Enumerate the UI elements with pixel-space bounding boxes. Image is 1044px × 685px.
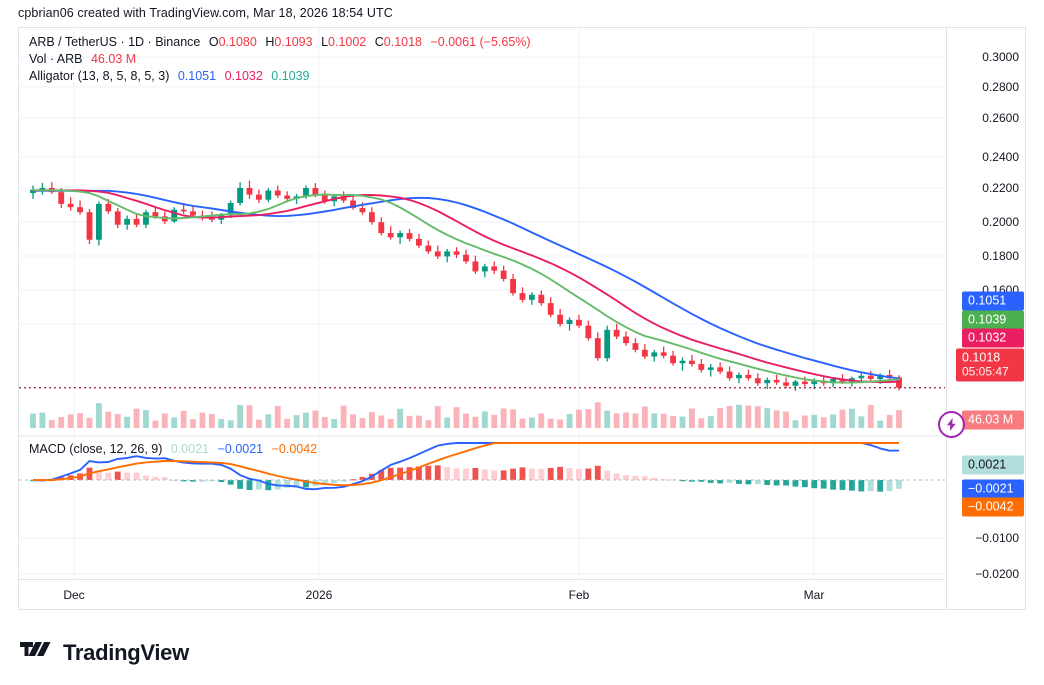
chart-legend: ARB / TetherUS · 1D · Binance O0.1080 H0…	[29, 34, 531, 85]
time-tick: Feb	[568, 588, 590, 602]
price-tick: 0.2800	[982, 80, 1019, 94]
macd-badge-histogram[interactable]: 0.0021	[962, 455, 1024, 475]
price-badge-last[interactable]: 0.1018 05:05:47	[956, 348, 1024, 382]
legend-open-value: 0.1080	[218, 35, 257, 49]
macd-badge-signal[interactable]: −0.0042	[962, 497, 1024, 517]
macd-legend-signal: −0.0042	[271, 442, 318, 456]
legend-volume-row[interactable]: Vol · ARB 46.03 M	[29, 51, 531, 68]
legend-open-label: O	[208, 35, 219, 49]
legend-alligator-row[interactable]: Alligator (13, 8, 5, 8, 5, 3) 0.1051 0.1…	[29, 68, 531, 85]
lightning-bolt-icon[interactable]	[938, 411, 965, 438]
legend-alligator-jaw: 0.1051	[177, 69, 217, 83]
time-scale[interactable]: Dec 2026 Feb Mar	[19, 579, 945, 609]
price-tick: 0.2600	[982, 111, 1019, 125]
time-tick: Dec	[63, 588, 85, 602]
tradingview-wordmark: TradingView	[63, 640, 189, 665]
legend-high-label: H	[265, 35, 275, 49]
legend-low-value: 0.1002	[328, 35, 367, 49]
legend-low-label: L	[321, 35, 329, 49]
macd-badge-line[interactable]: −0.0021	[962, 479, 1024, 499]
time-tick: Mar	[803, 588, 825, 602]
legend-close-value: 0.1018	[383, 35, 422, 49]
tradingview-branding[interactable]: TradingView	[20, 640, 189, 666]
macd-legend-title: MACD (close, 12, 26, 9)	[29, 442, 163, 456]
legend-symbol: ARB / TetherUS · 1D · Binance	[29, 35, 201, 49]
macd-tick: −0.0200	[975, 567, 1019, 581]
last-price-value: 0.1018	[962, 350, 1001, 365]
price-tick: 0.2000	[982, 215, 1019, 229]
attribution-text: cpbrian06 created with TradingView.com, …	[18, 6, 393, 20]
legend-alligator-teeth: 0.1032	[224, 69, 263, 83]
legend-alligator-title: Alligator (13, 8, 5, 8, 5, 3)	[29, 69, 170, 83]
legend-high-value: 0.1093	[274, 35, 313, 49]
price-tick: 0.2200	[982, 181, 1019, 195]
bar-countdown: 05:05:47	[962, 364, 1009, 379]
price-tick: 0.1800	[982, 249, 1019, 263]
macd-legend[interactable]: MACD (close, 12, 26, 9) 0.0021 −0.0021 −…	[29, 442, 317, 456]
price-badge-lips[interactable]: 0.1039	[962, 310, 1024, 330]
legend-volume-title: Vol · ARB	[29, 52, 83, 66]
macd-tick: −0.0100	[975, 531, 1019, 545]
time-tick: 2026	[305, 588, 333, 602]
legend-symbol-row[interactable]: ARB / TetherUS · 1D · Binance O0.1080 H0…	[29, 34, 531, 51]
price-badge-teeth[interactable]: 0.1032	[962, 328, 1024, 348]
chart-frame: ARB / TetherUS · 1D · Binance O0.1080 H0…	[18, 27, 1026, 610]
chart-canvas	[19, 28, 945, 579]
macd-legend-histogram: 0.0021	[170, 442, 210, 456]
legend-alligator-lips: 0.1039	[271, 69, 310, 83]
chart-plot-area[interactable]	[19, 28, 945, 609]
price-scale[interactable]: 0.3000 0.2800 0.2600 0.2400 0.2200 0.200…	[946, 28, 1026, 609]
tradingview-logo-icon	[20, 640, 54, 666]
macd-legend-line: −0.0021	[217, 442, 264, 456]
legend-close-label: C	[374, 35, 384, 49]
price-tick: 0.3000	[982, 50, 1019, 64]
legend-change-value: −0.0061 (−5.65%)	[430, 35, 531, 49]
price-tick: 0.2400	[982, 150, 1019, 164]
price-badge-jaw[interactable]: 0.1051	[962, 291, 1024, 311]
volume-badge[interactable]: 46.03 M	[962, 410, 1024, 430]
legend-volume-value: 46.03 M	[90, 52, 137, 66]
